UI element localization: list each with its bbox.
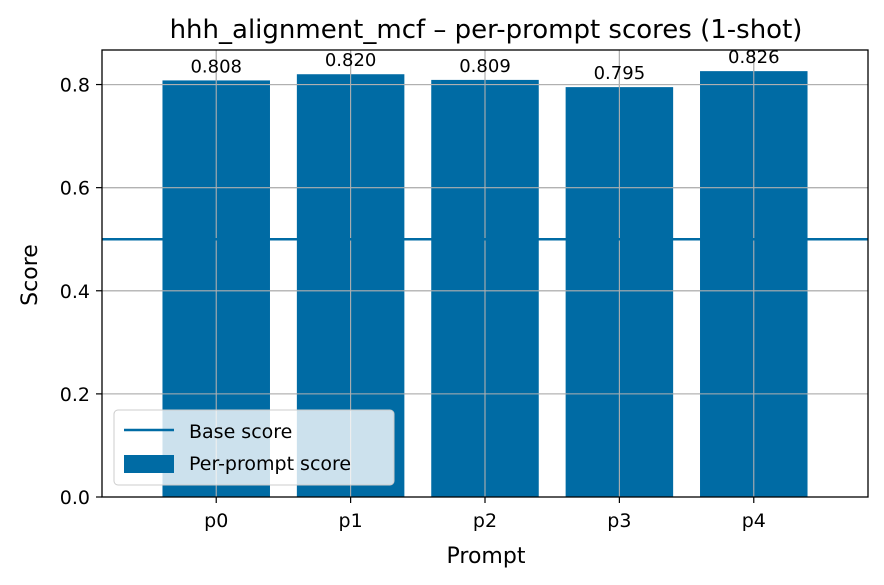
data-label-p3: 0.795 xyxy=(594,63,646,84)
y-tick-label: 0.0 xyxy=(60,487,90,509)
x-tick-label-p0: p0 xyxy=(204,510,228,532)
data-label-p4: 0.826 xyxy=(728,47,780,68)
chart-title: hhh_alignment_mcf – per-prompt scores (1… xyxy=(170,15,803,45)
y-axis-ticks: 0.0 0.2 0.4 0.6 0.8 xyxy=(60,75,102,509)
data-label-p0: 0.808 xyxy=(190,56,242,77)
legend-base-score-label: Base score xyxy=(189,421,292,443)
x-tick-label-p1: p1 xyxy=(339,510,363,532)
x-tick-label-p4: p4 xyxy=(742,510,766,532)
y-tick-label: 0.6 xyxy=(60,178,90,200)
y-tick-label: 0.8 xyxy=(60,75,90,97)
x-axis-label: Prompt xyxy=(447,544,526,569)
data-labels: 0.808 0.820 0.809 0.795 0.826 xyxy=(190,47,779,84)
y-axis-label: Score xyxy=(18,244,43,306)
x-tick-label-p3: p3 xyxy=(607,510,631,532)
x-axis-ticks: p0 p1 p2 p3 p4 xyxy=(204,497,766,532)
x-tick-label-p2: p2 xyxy=(473,510,497,532)
legend-per-prompt-score-label: Per-prompt score xyxy=(189,453,351,475)
data-label-p1: 0.820 xyxy=(325,50,377,71)
y-tick-label: 0.2 xyxy=(60,384,90,406)
y-tick-label: 0.4 xyxy=(60,281,90,303)
legend-per-prompt-score-swatch xyxy=(124,455,174,473)
legend: Base score Per-prompt score xyxy=(113,409,395,486)
legend-box xyxy=(113,409,395,486)
data-label-p2: 0.809 xyxy=(459,56,511,77)
grid-overlay xyxy=(102,50,868,498)
